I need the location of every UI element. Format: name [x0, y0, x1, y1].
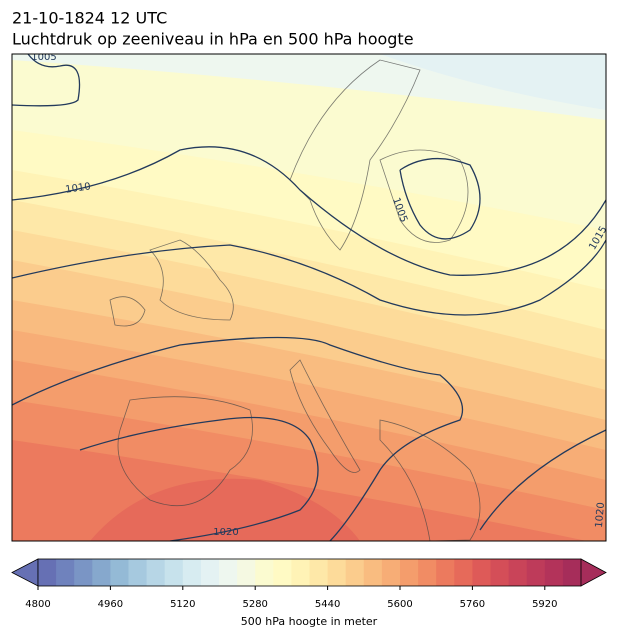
colorbar-bin	[182, 559, 202, 586]
colorbar-bin	[472, 559, 491, 586]
isobar-label: 1020	[594, 502, 607, 528]
colorbar-bin	[273, 559, 292, 586]
colorbar-bin	[544, 559, 564, 586]
isobar	[12, 146, 606, 276]
colorbar-bin	[345, 559, 365, 586]
colorbar-tick-label: 4960	[98, 599, 123, 610]
colorbar-bin	[454, 559, 473, 586]
colorbar-bin	[562, 559, 582, 586]
isobar	[12, 336, 464, 541]
isobar	[12, 54, 81, 107]
coastline	[379, 419, 481, 541]
colorbar-extend-low	[11, 558, 39, 587]
colorbar-bin	[237, 559, 256, 586]
colorbar-bin	[526, 559, 546, 586]
coastline	[289, 59, 421, 251]
colorbar-bin	[128, 559, 148, 586]
colorbar-bin	[309, 559, 329, 586]
height-band	[90, 478, 360, 541]
coastline	[289, 359, 361, 473]
colorbar-bin	[110, 559, 129, 586]
colorbar-bin	[327, 559, 347, 586]
colorbar-tick-label: 5120	[170, 599, 195, 610]
colorbar-bin	[164, 559, 184, 586]
colorbar-bin	[92, 559, 111, 586]
colorbar-tick-label: 5440	[315, 599, 340, 610]
colorbar-bin	[436, 559, 455, 586]
coastline	[109, 296, 146, 327]
isobar	[79, 416, 319, 541]
colorbar-bin	[200, 559, 220, 586]
colorbar-tick-label: 4800	[25, 599, 50, 610]
title: 21-10-1824 12 UTC	[12, 9, 167, 28]
colorbar-label: 500 hPa hoogte in meter	[241, 615, 378, 628]
isobar	[12, 239, 606, 316]
colorbar-tick-label: 5920	[532, 599, 557, 610]
colorbar-bin	[381, 559, 401, 586]
colorbar-bin	[74, 559, 93, 586]
colorbar-bin	[363, 559, 383, 586]
isobar	[479, 429, 606, 531]
isobar-label: 1020	[213, 527, 238, 538]
colorbar-bin	[508, 559, 528, 586]
colorbar-bin	[38, 559, 57, 586]
height-band	[380, 54, 606, 110]
isobar-label: 1010	[65, 181, 92, 195]
coastline	[117, 396, 253, 507]
colorbar-bin	[291, 559, 310, 586]
colorbar: 4800 4960 5120 5280 5440 5600 5760 5920 500 hPa …	[11, 558, 607, 628]
colorbar-bin	[418, 559, 437, 586]
colorbar-extend-high	[580, 558, 607, 587]
colorbar-bin	[146, 559, 166, 586]
isobar	[399, 157, 481, 240]
colorbar-bin	[400, 559, 419, 586]
colorbar-bin	[490, 559, 510, 586]
colorbar-tick-label: 5280	[242, 599, 267, 610]
colorbar-bin	[219, 559, 238, 586]
isobar-label: 1005	[31, 52, 56, 63]
colorbar-frame	[37, 558, 582, 587]
coastline	[379, 149, 469, 243]
colorbar-bin	[255, 559, 274, 586]
colorbar-tick-label: 5600	[387, 599, 412, 610]
map-frame	[11, 53, 607, 542]
colorbar-bin	[56, 559, 75, 586]
subtitle: Luchtdruk op zeeniveau in hPa en 500 hPa…	[12, 30, 414, 49]
coastline	[149, 239, 234, 321]
colorbar-tick-label: 5760	[460, 599, 485, 610]
